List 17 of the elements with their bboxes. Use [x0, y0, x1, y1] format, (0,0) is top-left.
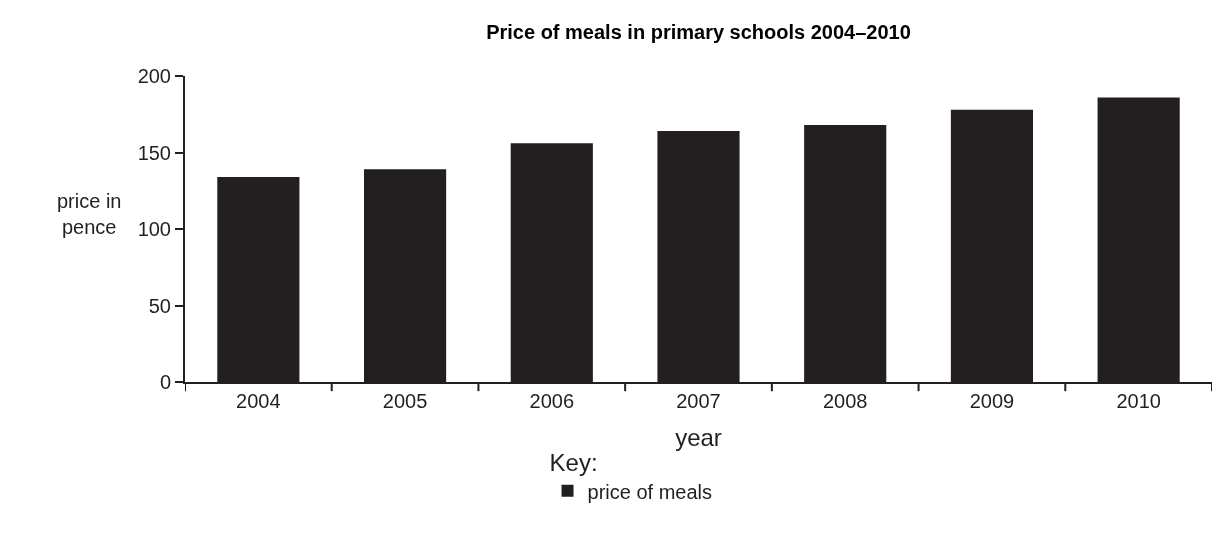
- x-tick-label: 2006: [529, 390, 575, 412]
- x-tick-label: 2005: [382, 390, 428, 412]
- y-tick-label: 100: [137, 218, 171, 240]
- x-tick-label: 2010: [1116, 390, 1161, 412]
- y-tick-label: 0: [159, 371, 171, 393]
- x-tick-label: 2004: [236, 390, 281, 412]
- x-tick-label: 2008: [822, 390, 868, 412]
- y-axis-title: price in pence: [57, 190, 122, 238]
- y-tick-label: 50: [148, 294, 171, 317]
- chart-title: Price of meals in primary schools 2004–2010: [486, 20, 911, 43]
- y-tick-label: 150: [137, 141, 171, 164]
- y-tick-label: 200: [137, 65, 171, 87]
- legend-title: Key:: [549, 449, 598, 477]
- x-tick-label: 2009: [969, 390, 1015, 412]
- legend-label: price of meals: [587, 480, 713, 503]
- x-axis-title: year: [675, 423, 722, 451]
- x-tick-label: 2007: [676, 390, 721, 412]
